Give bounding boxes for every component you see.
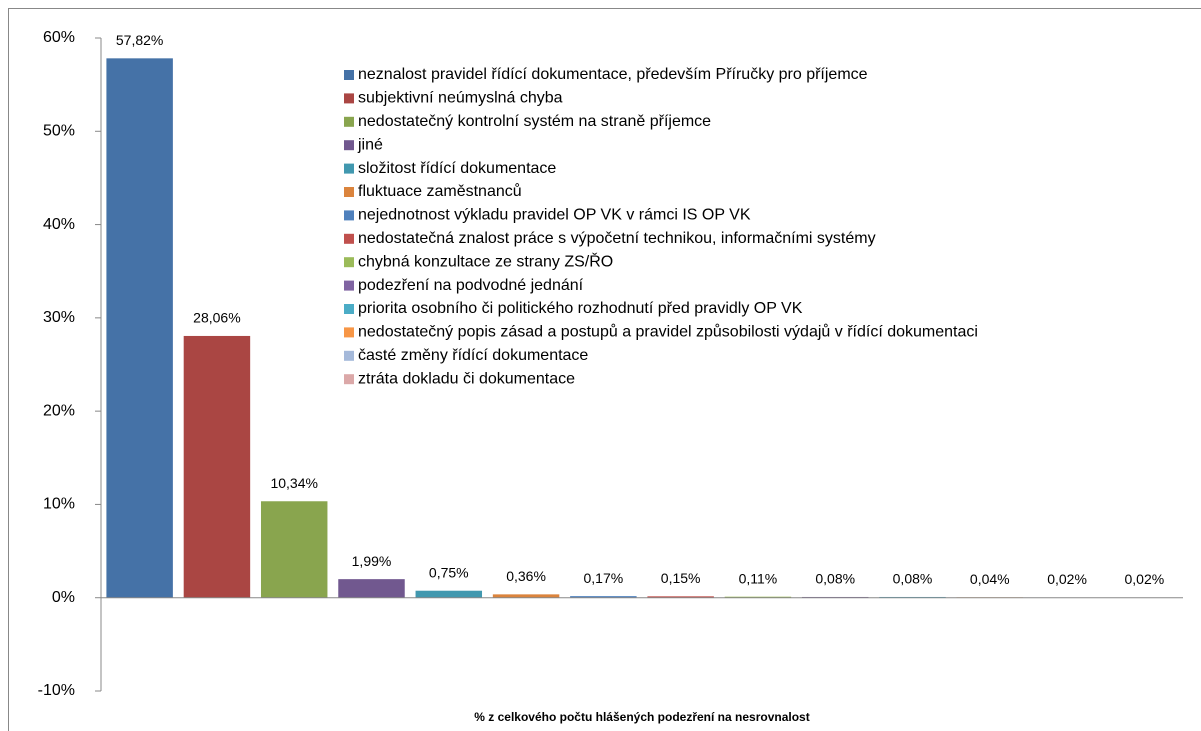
value-label: 1,99% (352, 553, 392, 569)
value-label: 0,08% (893, 571, 933, 587)
value-label: 0,36% (506, 568, 546, 584)
y-tick-label: -10% (38, 682, 75, 699)
legend-label: neznalost pravidel řídící dokumentace, p… (358, 66, 868, 83)
value-label: 0,02% (1125, 571, 1165, 587)
value-label: 0,08% (815, 571, 855, 587)
legend-swatch (344, 327, 354, 338)
bar (724, 596, 792, 598)
legend-label: fluktuace zaměstnanců (358, 182, 522, 200)
legend-label: nedostatečný popis zásad a postupů a pra… (358, 323, 978, 341)
legend-label: chybná konzultace ze strany ZS/ŘO (358, 251, 613, 270)
y-tick-label: 60% (43, 29, 75, 46)
legend-label: ztráta dokladu či dokumentace (358, 370, 575, 387)
legend-swatch (344, 280, 354, 291)
value-label: 0,02% (1047, 571, 1087, 587)
y-tick-label: 40% (43, 216, 75, 233)
legend-swatch (344, 304, 354, 314)
y-tick-label: 30% (43, 309, 75, 326)
y-tick-label: 20% (43, 402, 75, 419)
legend-swatch (344, 187, 354, 197)
legend-swatch (344, 210, 354, 221)
bar (260, 501, 328, 598)
legend-swatch (344, 257, 354, 268)
legend-swatch (344, 93, 354, 104)
legend-swatch (344, 70, 354, 80)
legend-label: podezření na podvodné jednání (358, 277, 584, 294)
bar (647, 596, 714, 598)
bar (106, 58, 173, 598)
legend-label: časté změny řídící dokumentace (358, 347, 588, 364)
value-label: 10,34% (270, 475, 317, 491)
value-label: 0,04% (970, 571, 1010, 587)
y-tick-label: 0% (52, 589, 75, 606)
bar (183, 335, 251, 598)
x-axis-label: % z celkového počtu hlášených podezření … (474, 710, 809, 724)
value-label: 0,11% (739, 570, 778, 586)
value-label: 0,15% (661, 570, 701, 586)
value-label: 0,17% (584, 570, 624, 586)
legend-label: nejednotnost výkladu pravidel OP VK v rá… (358, 207, 751, 224)
legend-label: složitost řídící dokumentace (358, 160, 556, 177)
bar (415, 590, 483, 598)
legend-label: jiné (357, 136, 383, 153)
value-label: 28,06% (193, 310, 240, 326)
legend-swatch (344, 350, 354, 361)
legend-swatch (344, 374, 354, 385)
legend-swatch (344, 140, 354, 151)
legend-swatch (344, 116, 354, 127)
y-tick-label: 50% (43, 123, 75, 140)
legend-label: priorita osobního či politického rozhodn… (358, 300, 803, 317)
legend-label: nedostatečná znalost práce s výpočetní t… (358, 230, 876, 247)
legend-label: subjektivní neúmyslná chyba (358, 90, 563, 107)
value-label: 57,82% (116, 32, 163, 48)
legend-swatch (344, 163, 354, 174)
bar (570, 596, 637, 598)
chart-frame (8, 8, 1201, 731)
legend-swatch (344, 233, 354, 244)
y-tick-label: 10% (43, 496, 75, 513)
bar (338, 579, 405, 598)
legend-label: nedostatečný kontrolní systém na straně … (358, 113, 711, 130)
bar (492, 594, 560, 598)
value-label: 0,75% (429, 564, 469, 580)
